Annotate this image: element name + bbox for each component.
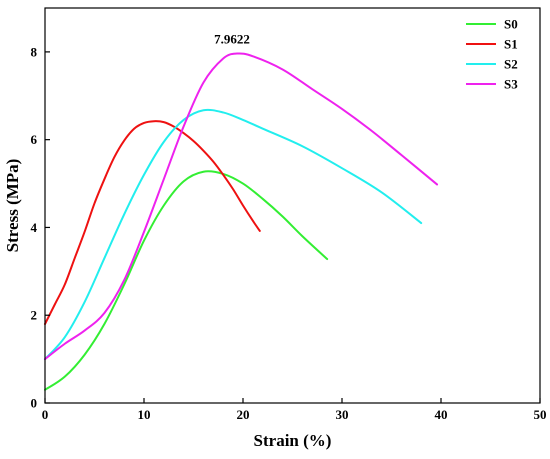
x-tick-label: 0 bbox=[42, 407, 49, 422]
x-tick-label: 10 bbox=[138, 407, 151, 422]
x-tick-label: 50 bbox=[534, 407, 547, 422]
y-tick-label: 6 bbox=[31, 132, 38, 147]
y-tick-label: 8 bbox=[31, 44, 38, 59]
legend-label-s2: S2 bbox=[504, 57, 518, 72]
x-axis-title: Strain (%) bbox=[254, 431, 332, 450]
y-tick-label: 0 bbox=[31, 396, 38, 411]
series-line-s2 bbox=[44, 108, 423, 361]
series-line-s1 bbox=[44, 120, 261, 325]
y-tick-label: 2 bbox=[31, 308, 38, 323]
legend-label-s3: S3 bbox=[504, 77, 518, 92]
legend-label-s1: S1 bbox=[504, 37, 518, 52]
x-tick-label: 20 bbox=[237, 407, 250, 422]
legend-label-s0: S0 bbox=[504, 17, 518, 32]
legend: S0 S1 S2 S3 bbox=[466, 17, 518, 92]
peak-annotation: 7.9622 bbox=[214, 32, 250, 47]
series-line-s0 bbox=[44, 170, 329, 391]
plot-frame bbox=[44, 7, 541, 404]
x-tick-label: 30 bbox=[336, 407, 349, 422]
series-layer bbox=[44, 52, 439, 391]
series-line-s3 bbox=[44, 52, 439, 361]
axes-layer bbox=[44, 7, 541, 404]
y-tick-label: 4 bbox=[31, 220, 38, 235]
ticks-layer: 0 10 20 30 40 50 0 2 4 6 8 bbox=[31, 44, 547, 422]
x-tick-label: 40 bbox=[435, 407, 448, 422]
y-axis-title: Stress (MPa) bbox=[3, 159, 22, 253]
